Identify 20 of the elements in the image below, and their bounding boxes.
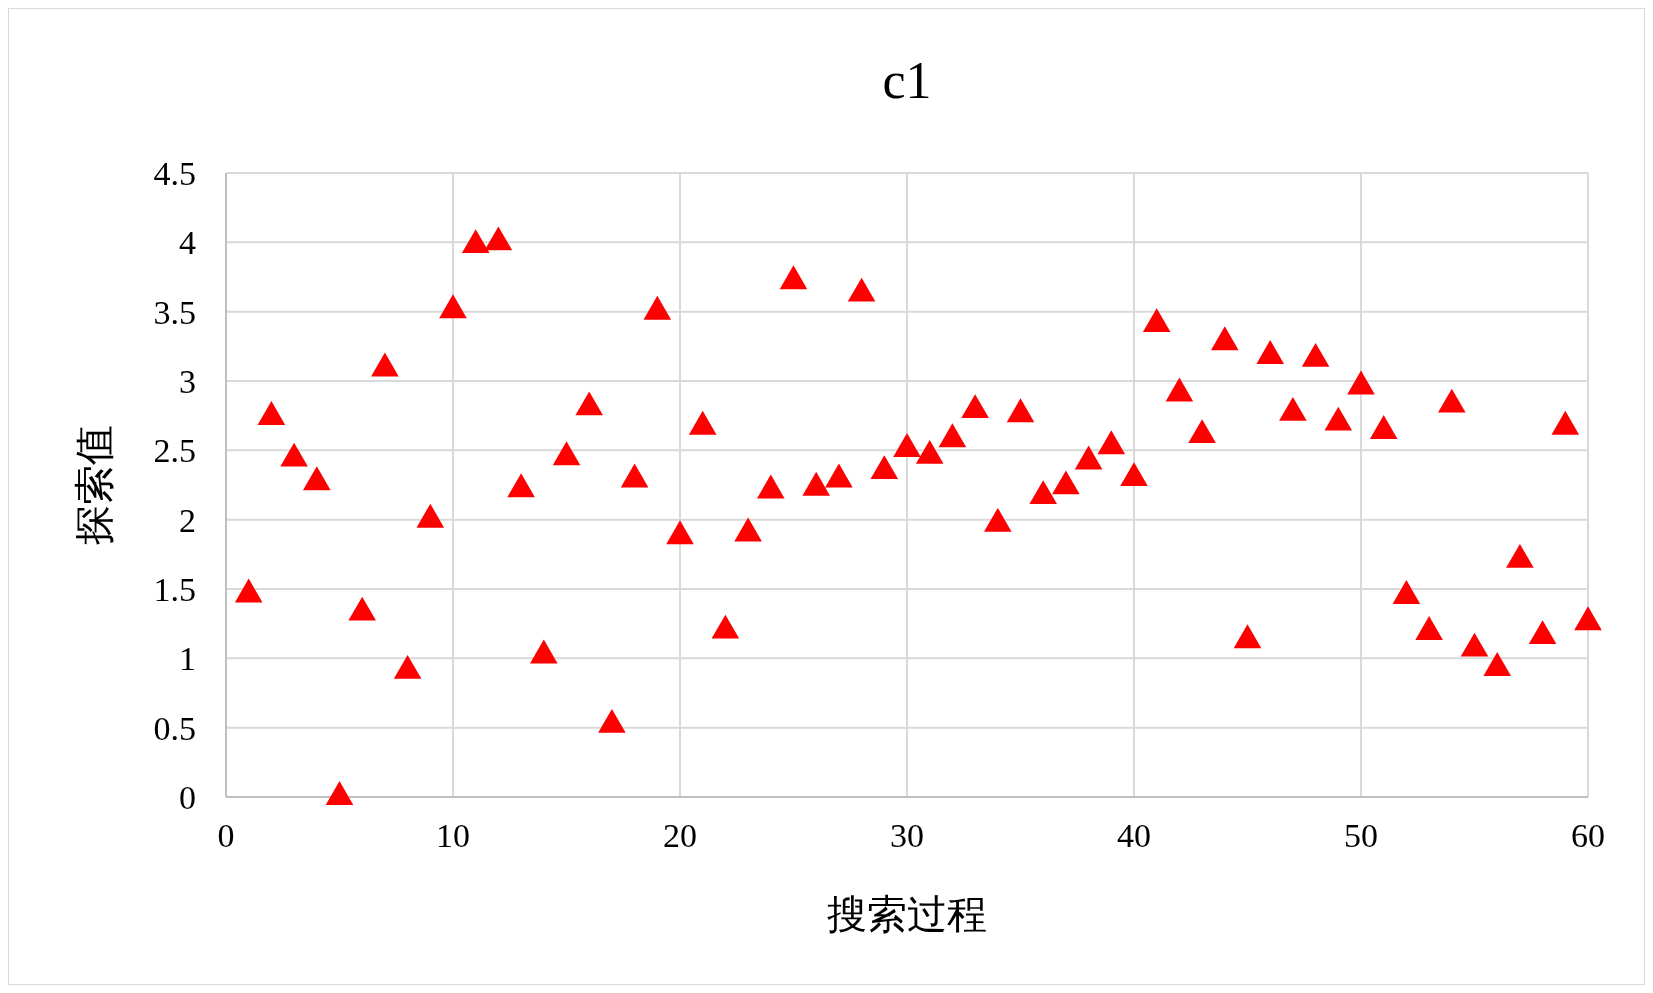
y-tick-label: 1.5 bbox=[153, 570, 196, 608]
y-tick-label: 4 bbox=[179, 224, 196, 262]
x-tick-label: 10 bbox=[436, 817, 470, 854]
y-tick-label: 1 bbox=[179, 640, 196, 678]
x-axis-title: 搜索过程 bbox=[827, 892, 987, 937]
y-tick-label: 3.5 bbox=[153, 293, 196, 331]
x-tick-label: 20 bbox=[663, 817, 697, 854]
y-tick-label: 0.5 bbox=[153, 709, 196, 747]
x-tick-label: 30 bbox=[890, 817, 924, 854]
x-tick-label: 50 bbox=[1344, 817, 1378, 854]
y-tick-label: 4.5 bbox=[153, 154, 196, 192]
y-tick-label: 3 bbox=[179, 362, 196, 400]
y-tick-label: 0 bbox=[179, 778, 196, 816]
x-tick-label: 40 bbox=[1117, 817, 1151, 854]
y-tick-label: 2.5 bbox=[153, 432, 196, 470]
y-tick-label: 2 bbox=[179, 501, 196, 539]
chart-title: c1 bbox=[882, 52, 932, 109]
x-tick-label: 0 bbox=[217, 817, 235, 854]
y-axis-title: 探索值 bbox=[72, 425, 117, 545]
x-tick-label: 60 bbox=[1571, 817, 1605, 854]
